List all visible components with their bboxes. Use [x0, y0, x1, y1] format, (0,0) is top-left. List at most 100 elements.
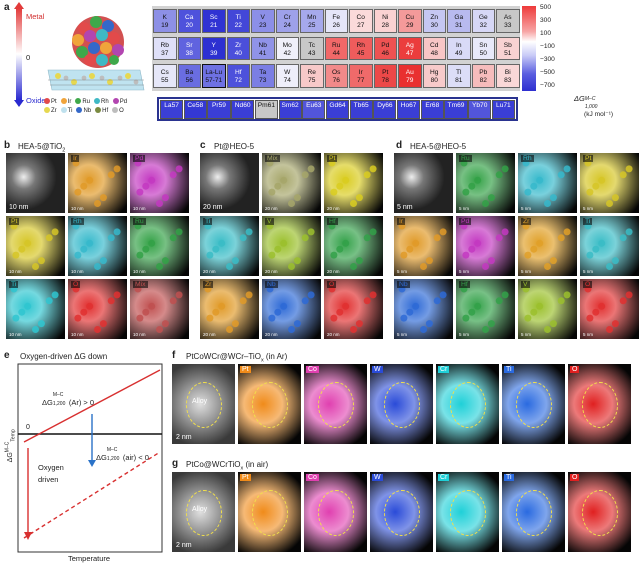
- eds-map-o: O 10 nm: [68, 279, 127, 339]
- tile-label: Ir: [71, 155, 80, 162]
- legend-symbol: Ru: [82, 99, 91, 105]
- tile-label: Pt: [240, 474, 251, 481]
- legend-dot-icon: [44, 107, 50, 113]
- panel-d-letter: d: [396, 140, 403, 151]
- eds-map-rh: Rh 10 nm: [68, 216, 127, 276]
- element-legend: Pt Ir Ru Rh Pd Zr Ti Nb Hf O: [44, 98, 152, 116]
- element-cell-os: Os 76: [324, 64, 348, 88]
- element-cell-au: Au 79: [398, 64, 422, 88]
- eds-signal-dots: [266, 222, 315, 270]
- element-symbol: Cs: [160, 69, 169, 77]
- alloy-outline: [582, 490, 618, 536]
- eds-map-nb: Nb 20 nm: [262, 279, 321, 339]
- element-symbol: Pb: [479, 69, 488, 77]
- tile-label: Ti: [504, 366, 514, 373]
- element-cell-la-lu: La-Lu 57-71: [202, 64, 226, 88]
- element-symbol: Co: [356, 14, 365, 21]
- legend-item-ir: Ir: [60, 98, 71, 107]
- element-symbol: La: [164, 102, 172, 109]
- element-symbol: Ga: [454, 14, 464, 21]
- element-number: 42: [283, 49, 291, 57]
- element-number: 28: [381, 22, 389, 29]
- legend-item-ti: Ti: [60, 107, 73, 116]
- up-arrow-icon: [14, 2, 24, 9]
- scale-bar: 5 nm: [521, 332, 532, 337]
- element-cell-cs: Cs 55: [153, 64, 177, 88]
- eds-map-hf: Hf 5 nm: [456, 279, 515, 339]
- element-cell-re: Re 75: [300, 64, 324, 88]
- eds-map-v: V 20 nm: [262, 216, 321, 276]
- element-cell-rb: Rb 37: [153, 36, 177, 61]
- element-number: 83: [504, 77, 512, 85]
- element-symbol: Lu: [496, 102, 504, 109]
- legend-symbol: Pd: [119, 99, 128, 105]
- colorbar-tick: 500: [540, 4, 552, 11]
- scale-bar: 5 nm: [459, 206, 470, 211]
- eds-signal-dots: [72, 159, 121, 207]
- eds-signal-dots: [10, 222, 59, 270]
- element-symbol: K: [162, 14, 167, 21]
- element-symbol: Bi: [504, 69, 511, 77]
- element-symbol: As: [503, 14, 512, 21]
- element-number: 64: [338, 102, 346, 109]
- element-number: 56: [185, 77, 193, 85]
- tile-label: Mix: [133, 281, 148, 288]
- colorbar-tick: −700: [540, 82, 555, 89]
- element-symbol: Fe: [332, 14, 341, 21]
- eds-signal-dots: [266, 285, 315, 333]
- element-number: 39: [210, 49, 218, 57]
- tile-label: Pt: [240, 366, 251, 373]
- element-cell-ba: Ba 56: [177, 64, 201, 88]
- scale-bar: 10 nm: [9, 332, 22, 337]
- eds-map-o: O 5 nm: [580, 279, 639, 339]
- element-symbol: Ti: [235, 14, 241, 21]
- element-cell-k: K 19: [153, 9, 177, 33]
- periodic-table: K 19 Ca 20 Sc 21 Ti 22 V 23 Cr 24 Mn 25 Fe 26 Co 27 Ni 28 Cu…: [152, 6, 520, 91]
- element-cell-sn: Sn 50: [471, 36, 495, 61]
- scale-bar: 5 nm: [459, 332, 470, 337]
- eds-signal-dots: [328, 159, 377, 207]
- eds-signal-dots: [584, 159, 633, 207]
- element-symbol: Tc: [308, 41, 316, 49]
- legend-dot-icon: [60, 107, 67, 113]
- hrtem-image: Alloy 2 nm: [172, 472, 235, 552]
- panel-b-title: HEA-5@TiO2: [18, 142, 66, 154]
- eds-map-o: O 20 nm: [324, 279, 383, 339]
- tile-label: Pd: [133, 155, 146, 162]
- axis-zero-label: 0: [26, 53, 31, 62]
- legend-dot-icon: [95, 107, 102, 113]
- element-symbol: W: [284, 69, 291, 77]
- element-cell-cr: Cr 24: [275, 9, 299, 33]
- element-number: 40: [234, 49, 242, 57]
- down-arrow-icon: [14, 100, 24, 107]
- eds-map-pt: Pt 10 nm: [6, 216, 65, 276]
- eds-map-ti: Ti 5 nm: [580, 216, 639, 276]
- element-symbol: Cd: [430, 41, 439, 49]
- element-symbol: Y: [211, 41, 216, 49]
- eds-signal-dots: [72, 222, 121, 270]
- element-symbol: Tl: [456, 69, 462, 77]
- alloy-outline: [384, 490, 420, 536]
- element-number: 32: [479, 22, 487, 29]
- element-cell-bi: Bi 83: [496, 64, 520, 88]
- legend-symbol: Ti: [67, 108, 73, 114]
- eds-map-w: W: [370, 364, 433, 444]
- eds-map-v: V 5 nm: [518, 279, 577, 339]
- eds-map-mix: Mix 10 nm: [130, 279, 189, 339]
- element-cell-hg: Hg 80: [422, 64, 446, 88]
- element-number: 19: [161, 22, 169, 29]
- legend-dot-icon: [112, 98, 119, 104]
- element-cell-ca: Ca 20: [177, 9, 201, 33]
- tile-label: W: [372, 474, 383, 481]
- tile-label: Ti: [504, 474, 514, 481]
- element-cell-ag: Ag 47: [398, 36, 422, 61]
- panel-g-letter: g: [172, 458, 179, 469]
- eds-signal-dots: [398, 222, 447, 270]
- legend-symbol: Nb: [83, 108, 92, 114]
- eds-map-hf: Hf 20 nm: [324, 216, 383, 276]
- element-cell-rh: Rh 45: [349, 36, 373, 61]
- scale-bar: 10 nm: [133, 206, 146, 211]
- eds-map-pd: Pd 5 nm: [456, 216, 515, 276]
- element-cell-nb: Nb 41: [251, 36, 275, 61]
- eds-signal-dots: [266, 159, 315, 207]
